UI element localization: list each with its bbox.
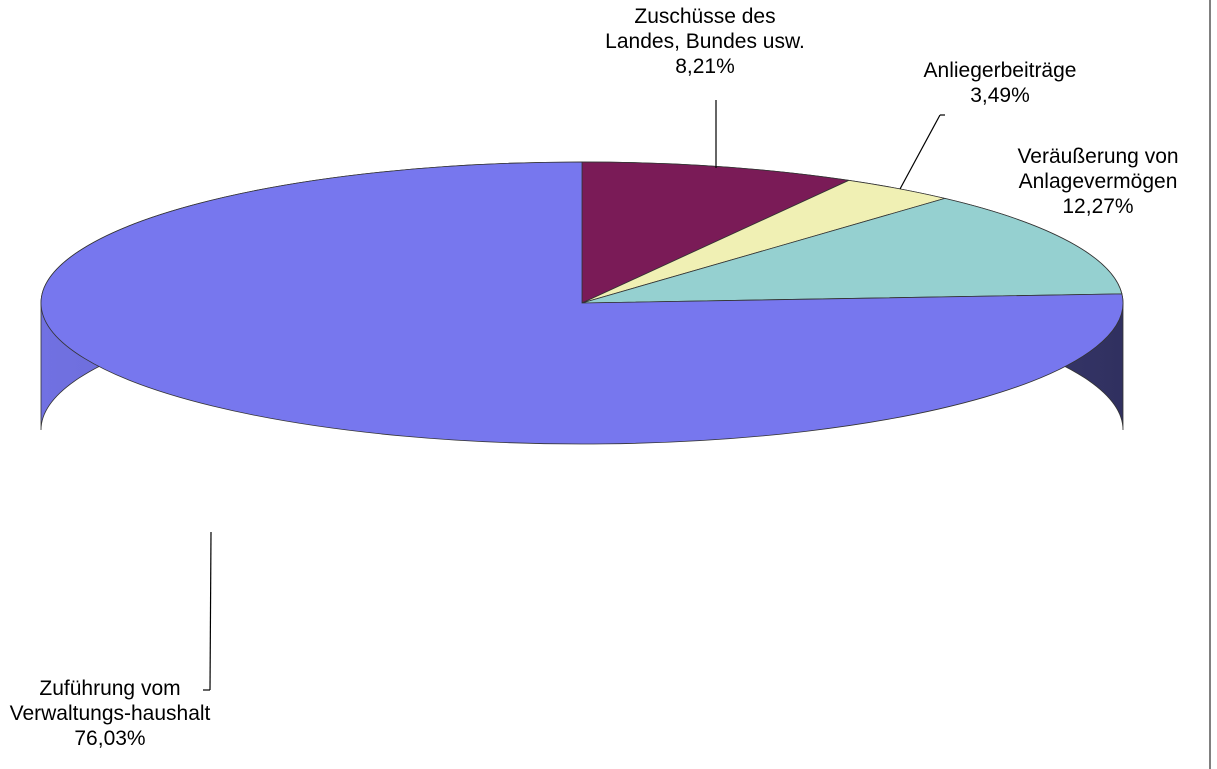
slice-label: Zuführung vom Verwaltungs-haushalt 76,03… — [5, 676, 215, 751]
slice-label: Veräußerung von Anlagevermögen 12,27% — [988, 144, 1208, 219]
slice-top — [40, 161, 1124, 445]
value-label: 76,03% — [74, 727, 146, 750]
category-label: Anliegerbeiträge — [923, 59, 1077, 82]
value-label: 8,21% — [675, 55, 735, 78]
slice-label: Anliegerbeiträge 3,49% — [900, 58, 1100, 108]
slice-label: Zuschüsse des Landes, Bundes usw. 8,21% — [605, 4, 805, 79]
slice-top — [581, 161, 851, 304]
leader-line — [209, 531, 212, 691]
category-label: Zuschüsse des Landes, Bundes usw. — [605, 5, 805, 53]
leader-line — [899, 114, 941, 190]
value-label: 3,49% — [970, 84, 1030, 107]
value-label: 12,27% — [1062, 195, 1134, 218]
category-label: Zuführung vom Verwaltungs-haushalt — [9, 677, 211, 725]
slice-top — [581, 198, 1123, 304]
category-label: Veräußerung von Anlagevermögen — [1017, 145, 1179, 193]
